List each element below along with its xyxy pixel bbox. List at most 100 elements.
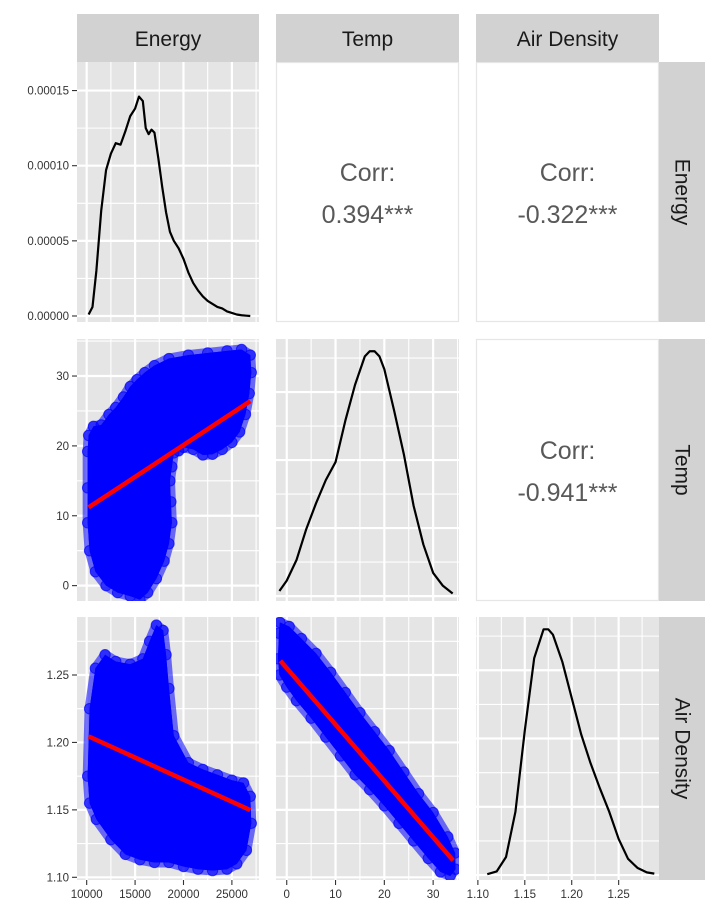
- data-point: [134, 854, 146, 866]
- data-point: [305, 712, 317, 724]
- x-tick-label: 20: [378, 889, 391, 901]
- data-point: [393, 817, 405, 830]
- data-point: [412, 787, 425, 800]
- data-point: [444, 870, 456, 880]
- data-point: [165, 496, 177, 508]
- corr-value: -0.322***: [517, 201, 617, 229]
- data-point: [89, 662, 102, 674]
- data-point: [148, 856, 161, 869]
- data-point: [182, 756, 195, 769]
- data-point: [89, 565, 102, 578]
- corr-panel-frame: [275, 61, 460, 323]
- strip-top-energy: Energy: [77, 14, 259, 62]
- strip-top-air-density: Air Density: [476, 14, 659, 62]
- strip-label: Energy: [135, 28, 202, 51]
- data-point: [245, 366, 257, 379]
- data-point: [103, 408, 115, 421]
- data-point: [141, 586, 154, 599]
- regression-line: [278, 659, 455, 862]
- strip-label: Temp: [671, 444, 694, 495]
- data-point: [235, 343, 248, 356]
- data-point: [240, 844, 253, 857]
- data-point: [239, 408, 252, 421]
- strip-background: [659, 339, 705, 601]
- data-point: [105, 833, 117, 846]
- density-curve-temp: [278, 350, 454, 595]
- data-point: [83, 545, 96, 557]
- data-point: [177, 860, 190, 873]
- panel-energy-vs-temp: Corr: 0.394***: [275, 61, 460, 323]
- corr-panel-frame: [475, 61, 660, 323]
- strip-right-air-density: Air Density: [659, 617, 705, 880]
- data-point: [111, 586, 124, 599]
- y-tick-label: 0.00005: [27, 236, 69, 248]
- strip-background: [659, 62, 705, 322]
- data-point: [124, 590, 136, 601]
- data-point: [187, 443, 199, 456]
- strip-background: [659, 617, 705, 880]
- strip-background: [476, 14, 659, 62]
- x-tick-label: 1.20: [561, 889, 583, 901]
- y-tick-label: 0.00015: [27, 86, 69, 98]
- data-point: [244, 349, 256, 361]
- x-tick-label: 1.10: [467, 889, 489, 901]
- data-point: [206, 864, 219, 877]
- data-point: [221, 863, 233, 875]
- data-point: [131, 373, 143, 386]
- y-tick-label: 20: [56, 441, 69, 453]
- panel-air-density-vs-temp: [276, 617, 459, 880]
- y-tick-label: 1.15: [47, 805, 69, 817]
- data-point: [283, 620, 295, 633]
- data-point: [201, 347, 214, 359]
- y-tick-label: 0: [63, 581, 69, 593]
- y-axis-air-density: 1.10 1.15 1.20 1.25: [47, 670, 77, 884]
- corr-label: Corr:: [540, 159, 596, 187]
- data-point: [334, 750, 347, 762]
- regression-line: [87, 399, 252, 510]
- x-axis-energy: 10000 15000 20000 25000: [71, 880, 248, 901]
- data-point: [164, 475, 176, 487]
- strip-label: Air Density: [671, 698, 694, 800]
- data-point: [310, 647, 322, 660]
- data-point: [243, 387, 256, 400]
- data-point: [339, 686, 351, 699]
- data-point: [221, 345, 233, 357]
- strip-label: Temp: [342, 28, 393, 51]
- panel-background: [476, 617, 659, 880]
- y-tick-label: 0.00010: [27, 161, 69, 173]
- data-point: [157, 624, 169, 637]
- data-point: [110, 655, 122, 668]
- data-point: [163, 682, 175, 695]
- x-tick-label: 1.15: [514, 889, 536, 901]
- scatter-points: [81, 619, 257, 877]
- panel-energy-vs-air-density: Corr: -0.322***: [475, 61, 660, 323]
- x-tick-label: 1.25: [607, 889, 629, 901]
- data-point: [81, 517, 94, 529]
- data-point: [90, 813, 103, 826]
- y-tick-label: 1.10: [47, 872, 69, 884]
- x-tick-label: 0: [284, 889, 290, 901]
- data-point: [383, 744, 395, 757]
- corr-label: Corr:: [540, 437, 596, 465]
- data-point: [368, 725, 381, 738]
- strip-layer: Energy Temp Air Density Energy Temp Air Densi…: [77, 14, 705, 880]
- data-point: [119, 848, 132, 861]
- data-point: [124, 380, 136, 393]
- data-point: [166, 517, 178, 529]
- data-point: [95, 419, 107, 431]
- density-curve-air-density: [486, 628, 655, 876]
- strip-right-temp: Temp: [659, 339, 705, 601]
- point-cloud-core: [87, 625, 252, 871]
- x-tick-label: 15000: [119, 889, 151, 901]
- data-point: [81, 770, 94, 782]
- data-point: [364, 783, 376, 796]
- data-point: [83, 703, 96, 715]
- data-point: [245, 817, 257, 830]
- y-axis-energy: 0.00000 0.00005 0.00010 0.00015: [27, 86, 77, 323]
- panel-temp-vs-temp: [276, 339, 459, 601]
- data-point: [163, 352, 175, 365]
- data-point: [206, 448, 219, 460]
- corr-value: 0.394***: [322, 201, 414, 229]
- data-point: [192, 863, 204, 875]
